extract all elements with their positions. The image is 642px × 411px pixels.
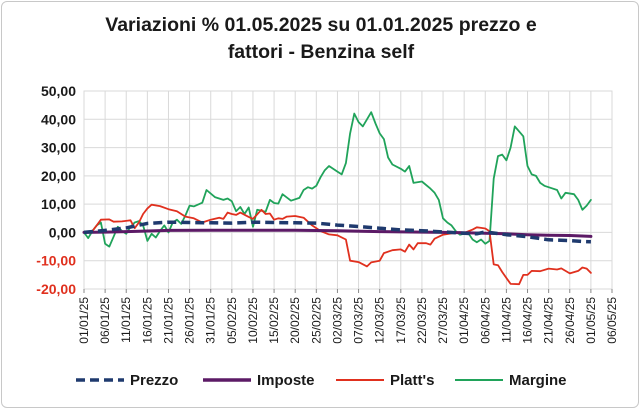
legend-item-platts: Platt's	[334, 368, 434, 392]
x-tick-label: 06/04/25	[478, 297, 492, 344]
y-tick-label: 40,00	[41, 111, 76, 127]
x-tick-label: 16/01/25	[140, 297, 154, 344]
x-tick-label: 02/03/25	[330, 297, 344, 344]
legend-item-prezzo: Prezzo	[74, 368, 178, 392]
x-tick-label: 17/03/25	[394, 297, 408, 344]
legend-item-margine: Margine	[453, 368, 567, 392]
chart-title-line-1: Variazioni % 01.05.2025 su 01.01.2025 pr…	[105, 14, 537, 36]
legend-label-imposte: Imposte	[257, 371, 315, 389]
legend-swatch-prezzo	[76, 378, 124, 382]
x-tick-label: 07/03/25	[352, 297, 366, 344]
x-tick-label: 12/03/25	[373, 297, 387, 344]
x-tick-label: 05/02/25	[225, 297, 239, 344]
chart-title-line-2: fattori - Benzina self	[227, 41, 415, 63]
y-tick-label: 20,00	[41, 168, 76, 184]
x-tick-label: 25/02/25	[309, 297, 323, 344]
x-tick-label: 21/01/25	[161, 297, 175, 344]
x-tick-label: 16/04/25	[521, 297, 535, 344]
legend-swatch-platts	[336, 379, 384, 381]
legend-swatch-margine	[455, 379, 503, 381]
axes: 50,00 40,00 30,00 20,00 10,00 0,00 -10,00 -20,0…	[36, 83, 619, 344]
legend-swatch-imposte	[203, 378, 251, 382]
x-tick-label: 26/01/25	[183, 297, 197, 344]
y-tick-label: -20,00	[36, 281, 76, 297]
x-tick-label: 26/04/25	[563, 297, 577, 344]
series-line-prezzo	[83, 220, 591, 244]
series-line-platts	[83, 203, 592, 286]
y-tick-label: -10,00	[36, 253, 76, 269]
y-tick-label: 0,00	[49, 224, 76, 240]
x-tick-label: 31/01/25	[204, 297, 218, 344]
legend-label-prezzo: Prezzo	[130, 371, 179, 389]
x-tick-label: 20/02/25	[288, 297, 302, 344]
x-tick-label: 21/04/25	[542, 297, 556, 344]
x-tick-label: 06/05/25	[605, 297, 619, 344]
y-tick-label: 30,00	[41, 140, 76, 156]
x-tick-label: 01/05/25	[584, 297, 598, 344]
legend-label-margine: Margine	[509, 371, 567, 389]
legend-item-imposte: Imposte	[201, 368, 315, 392]
chart-title: Variazioni % 01.05.2025 su 01.01.2025 pr…	[0, 12, 642, 66]
series-line-imposte	[82, 228, 593, 238]
x-tick-label: 11/04/25	[499, 297, 513, 343]
legend-label-platts: Platt's	[390, 371, 435, 389]
x-tick-label: 11/01/25	[119, 297, 133, 343]
x-tick-label: 06/01/25	[98, 297, 112, 344]
gridlines	[83, 90, 613, 290]
x-tick-label: 10/02/25	[246, 297, 260, 344]
x-tick-label: 01/01/25	[77, 297, 91, 344]
y-tick-label: 50,00	[41, 83, 76, 99]
x-tick-label: 15/02/25	[267, 297, 281, 344]
legend: Prezzo Imposte Platt's Margine	[0, 368, 642, 392]
plot-area-border	[83, 90, 613, 290]
x-tick-label: 22/03/25	[415, 297, 429, 344]
x-tick-label: 27/03/25	[436, 297, 450, 344]
series-lines	[82, 111, 593, 286]
x-tick-label: 01/04/25	[457, 297, 471, 344]
y-tick-label: 10,00	[41, 196, 76, 212]
